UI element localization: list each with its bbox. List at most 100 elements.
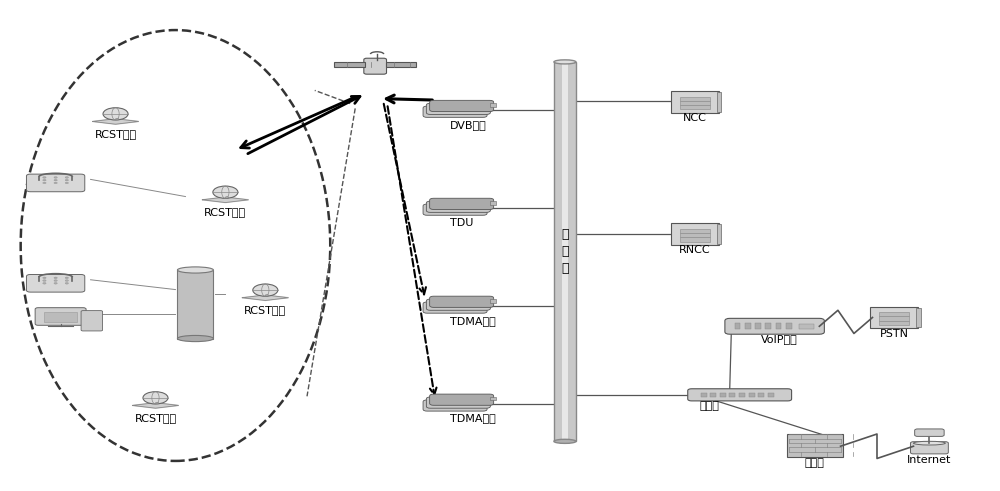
FancyBboxPatch shape (423, 204, 487, 215)
FancyBboxPatch shape (725, 318, 824, 334)
Ellipse shape (177, 335, 213, 342)
Bar (765, 324, 771, 329)
FancyBboxPatch shape (423, 302, 487, 313)
FancyBboxPatch shape (334, 62, 365, 67)
Text: 路由器: 路由器 (700, 402, 720, 411)
Circle shape (43, 179, 46, 181)
Text: DVB发射: DVB发射 (450, 120, 487, 130)
FancyBboxPatch shape (430, 394, 494, 405)
FancyBboxPatch shape (916, 308, 921, 327)
FancyBboxPatch shape (81, 311, 103, 331)
FancyBboxPatch shape (490, 201, 496, 205)
Text: Internet: Internet (907, 455, 952, 465)
Bar (755, 324, 761, 329)
FancyBboxPatch shape (483, 109, 489, 112)
Circle shape (253, 284, 278, 296)
Text: RCST小站: RCST小站 (134, 413, 177, 423)
Circle shape (43, 280, 46, 281)
FancyBboxPatch shape (915, 429, 944, 436)
Text: RNCC: RNCC (679, 246, 711, 255)
FancyBboxPatch shape (430, 198, 494, 210)
Bar (758, 393, 764, 397)
Text: TDMA接收: TDMA接收 (450, 413, 496, 424)
Circle shape (43, 177, 46, 178)
Circle shape (54, 179, 57, 181)
Bar (786, 324, 792, 329)
FancyBboxPatch shape (671, 223, 719, 245)
FancyBboxPatch shape (486, 302, 492, 305)
FancyBboxPatch shape (680, 238, 710, 242)
Circle shape (54, 282, 57, 284)
Circle shape (65, 277, 68, 278)
Circle shape (65, 282, 68, 284)
FancyBboxPatch shape (680, 233, 710, 237)
FancyBboxPatch shape (430, 100, 494, 111)
FancyBboxPatch shape (486, 204, 492, 208)
FancyBboxPatch shape (680, 105, 710, 109)
Polygon shape (92, 119, 139, 124)
Polygon shape (132, 403, 179, 408)
Bar (720, 393, 726, 397)
FancyBboxPatch shape (562, 62, 568, 441)
Bar (749, 393, 755, 397)
Bar (739, 393, 745, 397)
Polygon shape (242, 295, 288, 300)
Polygon shape (202, 197, 248, 203)
Circle shape (225, 196, 229, 198)
FancyBboxPatch shape (423, 400, 487, 411)
Circle shape (54, 280, 57, 281)
FancyBboxPatch shape (483, 207, 489, 211)
Circle shape (116, 118, 119, 120)
Ellipse shape (913, 441, 945, 445)
FancyBboxPatch shape (490, 104, 496, 107)
Circle shape (65, 280, 68, 281)
FancyBboxPatch shape (680, 97, 710, 101)
FancyBboxPatch shape (910, 442, 948, 454)
FancyBboxPatch shape (799, 324, 814, 328)
Text: VoIP网关: VoIP网关 (761, 334, 798, 344)
Circle shape (155, 402, 159, 404)
FancyBboxPatch shape (486, 107, 492, 109)
FancyBboxPatch shape (671, 91, 719, 113)
FancyBboxPatch shape (426, 103, 490, 114)
Bar (768, 393, 774, 397)
Text: PSTN: PSTN (880, 328, 909, 339)
Bar (745, 324, 751, 329)
FancyBboxPatch shape (879, 321, 909, 325)
FancyBboxPatch shape (787, 434, 843, 457)
FancyBboxPatch shape (490, 300, 496, 302)
FancyBboxPatch shape (879, 316, 909, 321)
Text: 防火墙: 防火墙 (805, 459, 824, 468)
Bar (701, 393, 707, 397)
Circle shape (65, 179, 68, 181)
Text: TDU: TDU (450, 218, 473, 228)
Ellipse shape (554, 60, 576, 64)
Text: TDMA接收: TDMA接收 (450, 316, 496, 326)
Text: 以
太
网: 以 太 网 (561, 228, 569, 275)
FancyBboxPatch shape (483, 403, 489, 406)
FancyBboxPatch shape (486, 400, 492, 403)
Circle shape (54, 277, 57, 278)
FancyBboxPatch shape (688, 389, 792, 401)
FancyBboxPatch shape (177, 270, 213, 338)
FancyBboxPatch shape (680, 229, 710, 233)
FancyBboxPatch shape (426, 201, 490, 212)
FancyBboxPatch shape (879, 312, 909, 316)
FancyBboxPatch shape (490, 397, 496, 401)
Ellipse shape (177, 267, 213, 273)
Circle shape (43, 282, 46, 284)
Text: RCST小站: RCST小站 (244, 305, 286, 315)
FancyBboxPatch shape (717, 92, 721, 112)
Ellipse shape (554, 439, 576, 443)
Circle shape (43, 277, 46, 278)
FancyBboxPatch shape (386, 62, 416, 67)
Circle shape (265, 295, 269, 296)
Bar (735, 324, 740, 329)
FancyBboxPatch shape (870, 307, 918, 328)
FancyBboxPatch shape (26, 274, 85, 292)
FancyBboxPatch shape (35, 308, 86, 326)
Text: NCC: NCC (683, 113, 707, 123)
Circle shape (65, 177, 68, 178)
FancyBboxPatch shape (423, 106, 487, 117)
Circle shape (103, 108, 128, 120)
